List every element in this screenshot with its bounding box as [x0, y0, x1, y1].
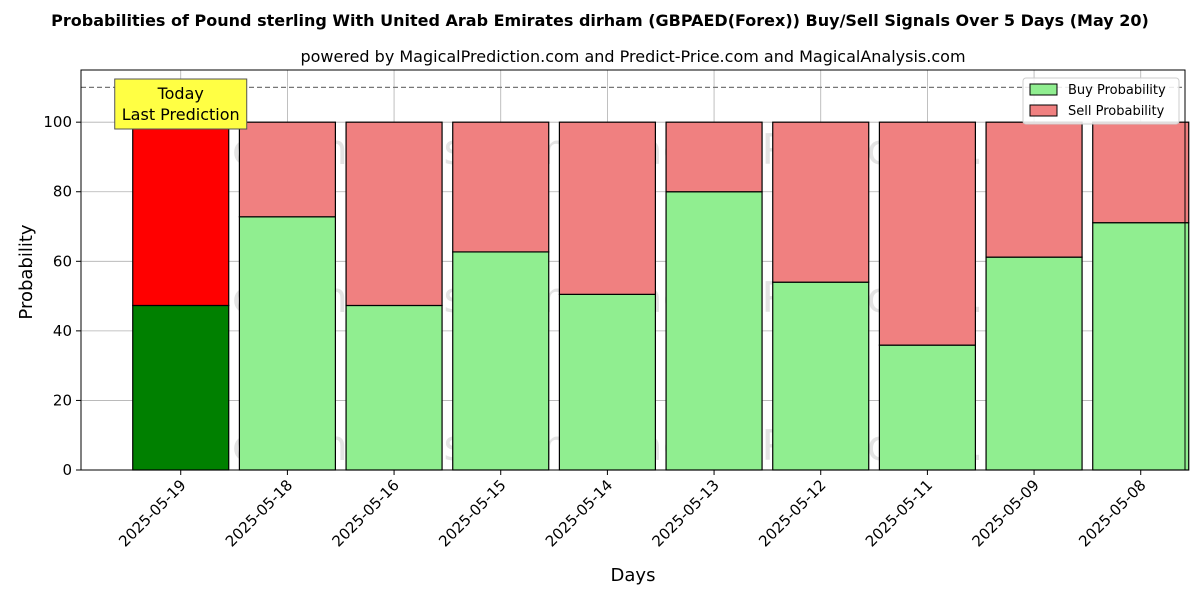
y-tick-label: 40 [53, 322, 72, 340]
y-tick-label: 20 [53, 391, 72, 409]
y-tick-label: 0 [62, 461, 72, 479]
x-tick-label: 2025-05-18 [222, 476, 296, 550]
bars [132, 121, 1190, 471]
x-tick-label: 2025-05-16 [329, 476, 403, 550]
legend-swatch-sell [1029, 104, 1058, 117]
today-annotation: Today Last Prediction [114, 78, 248, 130]
bar-buy-2025-05-08 [1092, 222, 1190, 471]
x-tick-label: 2025-05-19 [115, 476, 189, 550]
bar-sell-2025-05-11 [878, 121, 977, 346]
bar-sell-2025-05-18 [238, 121, 336, 218]
x-tick-label: 2025-05-08 [1075, 476, 1149, 550]
bar-sell-2025-05-16 [345, 121, 443, 307]
bar-sell-2025-05-19 [132, 121, 230, 307]
legend-label-buy: Buy Probability [1068, 83, 1166, 98]
annotation-box [114, 78, 248, 130]
bar-buy-2025-05-16 [345, 304, 443, 471]
legend-swatch-buy [1029, 83, 1058, 96]
annotation-line-1: Today [157, 84, 204, 103]
bar-sell-2025-05-08 [1092, 121, 1190, 224]
bar-buy-2025-05-13 [665, 191, 763, 471]
axes [80, 69, 1186, 471]
x-tick-label: 2025-05-13 [649, 476, 723, 550]
bar-buy-2025-05-09 [985, 256, 1083, 471]
x-axis-label: Days [611, 565, 656, 586]
chart-title: Probabilities of Pound sterling With Uni… [51, 11, 1149, 30]
bar-sell-2025-05-13 [665, 121, 763, 193]
legend-frame [1022, 77, 1180, 125]
x-tick-label: 2025-05-15 [435, 476, 509, 550]
annotation-line-2: Last Prediction [122, 105, 240, 124]
plot-frame [80, 69, 1186, 471]
y-tick-label: 60 [53, 252, 72, 270]
bar-buy-2025-05-19 [132, 304, 230, 471]
bar-buy-2025-05-15 [452, 251, 550, 471]
legend-label-sell: Sell Probability [1068, 104, 1165, 119]
y-tick-label: 80 [53, 183, 72, 201]
legend: Buy Probability Sell Probability [1022, 77, 1180, 125]
y-axis-label: Probability [16, 224, 37, 319]
x-tick-label: 2025-05-12 [755, 476, 829, 550]
bar-sell-2025-05-12 [772, 121, 870, 283]
bar-buy-2025-05-12 [772, 281, 870, 471]
y-tick-label: 100 [43, 113, 72, 131]
bar-buy-2025-05-18 [238, 216, 336, 471]
bar-sell-2025-05-14 [558, 121, 657, 295]
bar-buy-2025-05-11 [878, 344, 977, 471]
bar-sell-2025-05-09 [985, 121, 1083, 258]
x-tick-label: 2025-05-14 [542, 476, 616, 550]
x-tick-label: 2025-05-09 [969, 476, 1043, 550]
chart-subtitle: powered by MagicalPrediction.com and Pre… [300, 47, 965, 66]
bar-sell-2025-05-15 [452, 121, 550, 253]
bar-buy-2025-05-14 [558, 293, 657, 471]
x-tick-label: 2025-05-11 [862, 476, 936, 550]
